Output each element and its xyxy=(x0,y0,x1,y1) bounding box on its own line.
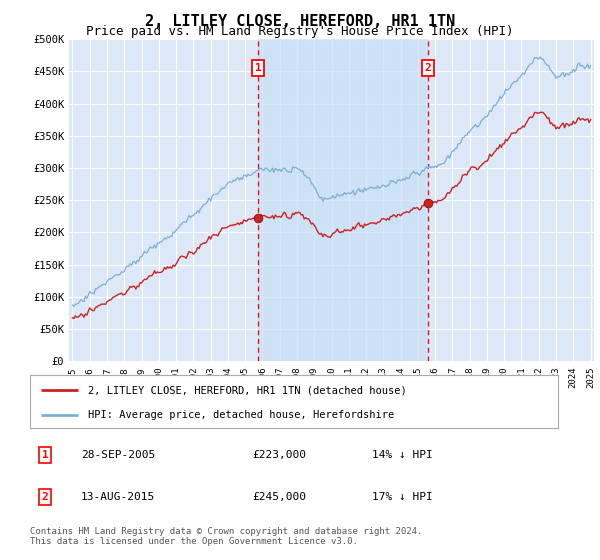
Text: Price paid vs. HM Land Registry's House Price Index (HPI): Price paid vs. HM Land Registry's House … xyxy=(86,25,514,38)
Bar xyxy=(258,39,428,361)
Text: 2, LITLEY CLOSE, HEREFORD, HR1 1TN (detached house): 2, LITLEY CLOSE, HEREFORD, HR1 1TN (deta… xyxy=(88,385,407,395)
Text: 2: 2 xyxy=(41,492,49,502)
Text: HPI: Average price, detached house, Herefordshire: HPI: Average price, detached house, Here… xyxy=(88,410,394,420)
Text: 13-AUG-2015: 13-AUG-2015 xyxy=(81,492,155,502)
Point xyxy=(253,213,263,222)
Text: £245,000: £245,000 xyxy=(252,492,306,502)
Point xyxy=(423,199,433,208)
Text: 17% ↓ HPI: 17% ↓ HPI xyxy=(372,492,433,502)
Text: 1: 1 xyxy=(41,450,49,460)
Text: Contains HM Land Registry data © Crown copyright and database right 2024.
This d: Contains HM Land Registry data © Crown c… xyxy=(30,526,422,546)
Text: 2, LITLEY CLOSE, HEREFORD, HR1 1TN: 2, LITLEY CLOSE, HEREFORD, HR1 1TN xyxy=(145,14,455,29)
Text: 2: 2 xyxy=(425,63,431,73)
Text: 28-SEP-2005: 28-SEP-2005 xyxy=(81,450,155,460)
Text: £223,000: £223,000 xyxy=(252,450,306,460)
Text: 1: 1 xyxy=(255,63,262,73)
Text: 14% ↓ HPI: 14% ↓ HPI xyxy=(372,450,433,460)
